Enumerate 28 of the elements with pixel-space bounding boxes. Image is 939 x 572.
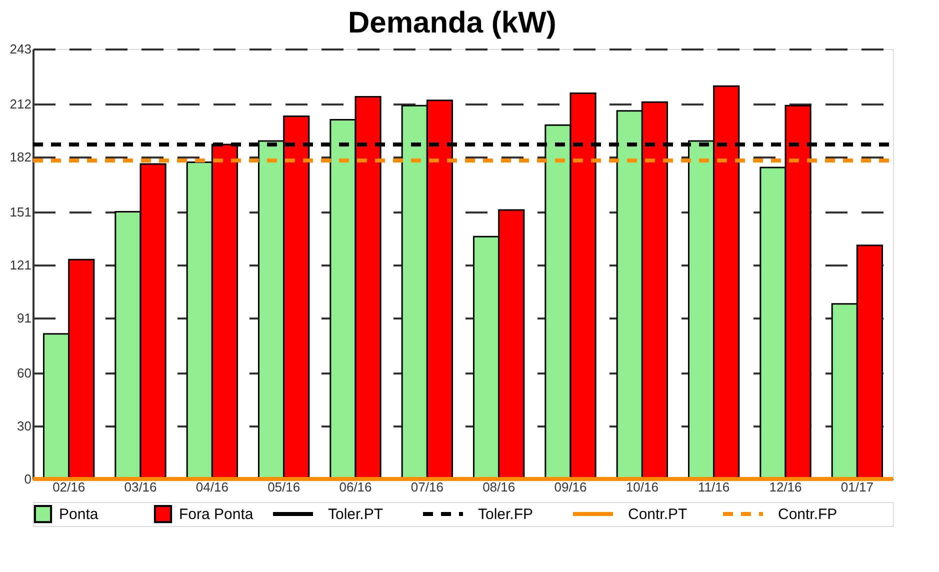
x-tick-label: 11/16 [698,480,730,494]
x-tick-label: 08/16 [482,480,516,494]
chart-title: Demanda (kW) [348,6,556,40]
x-tick-label: 07/16 [410,480,444,494]
legend-label: Contr.PT [628,506,688,523]
y-tick-label: 212 [10,96,32,112]
legend-label: Toler.FP [478,506,534,523]
x-tick-label: 04/16 [196,480,228,494]
x-tick-label: 10/16 [626,480,658,494]
y-tick-label: 182 [10,149,32,164]
x-tick-label: 12/16 [769,480,802,494]
x-tick-label: 01/17 [840,480,874,494]
legend-label: Contr.FP [778,506,838,523]
x-tick-label: 05/16 [268,480,300,494]
y-tick-label: 30 [17,418,32,434]
x-tick-label: 02/16 [52,480,86,494]
legend-label: Ponta [59,506,99,523]
y-tick-label: 60 [17,365,32,380]
text: Toler.PT [328,506,384,523]
x-tick-label: 06/16 [339,480,372,494]
x-tick-label: 03/16 [124,480,157,494]
y-tick-label: 151 [10,204,32,220]
y-tick-label: 91 [17,310,32,326]
y-tick-label: 0 [24,472,32,486]
y-tick-label: 243 [10,42,32,56]
legend-label: Fora Ponta [179,506,254,523]
x-tick-label: 09/16 [554,480,587,494]
y-tick-label: 121 [10,257,32,272]
